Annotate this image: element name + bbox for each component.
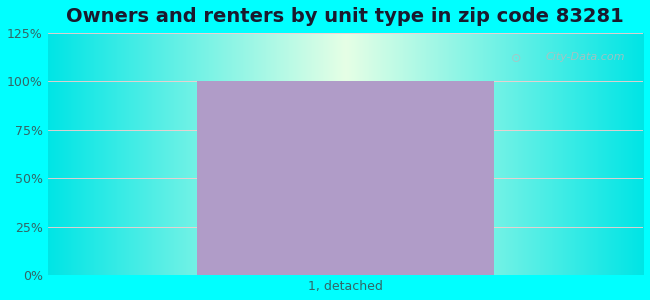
Title: Owners and renters by unit type in zip code 83281: Owners and renters by unit type in zip c… (66, 7, 624, 26)
Text: City-Data.com: City-Data.com (546, 52, 625, 62)
Bar (196, 82, 494, 275)
Text: ⊙: ⊙ (510, 52, 521, 65)
